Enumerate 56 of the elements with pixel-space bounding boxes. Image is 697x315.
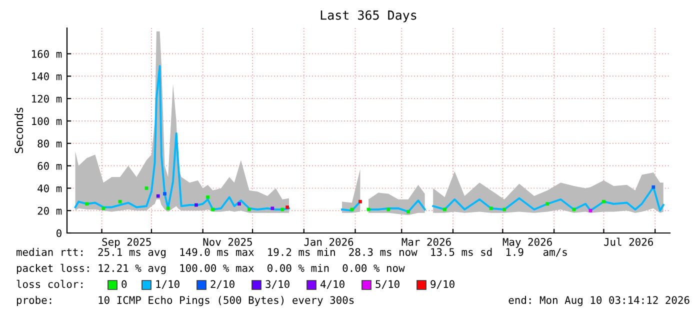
point: [406, 210, 410, 214]
point: [270, 206, 274, 210]
y-tick-label: 120 m: [32, 94, 62, 103]
point: [163, 192, 166, 196]
text: median rtt: 25.1 ms avg 149.0 ms max 19.2 ms min 28.3 ms now 13.5 ms sd 1.9 am/s: [16, 248, 567, 258]
legend-label: 3/10: [266, 280, 290, 289]
legend-label: 2/10: [210, 280, 234, 289]
point: [502, 208, 506, 212]
y-tick-label: 160 m: [32, 50, 62, 58]
point: [194, 203, 198, 207]
x-tick-label: Mar 2026: [402, 238, 451, 246]
text: probe: 10 ICMP Echo Pings (500 Bytes) every 300s: [16, 296, 354, 306]
legend-label: 5/10: [376, 280, 400, 289]
point: [572, 208, 576, 212]
text: packet loss: 12.21 % avg 100.00 % max 0.00 % min 0.00 % now: [16, 264, 405, 274]
point: [286, 206, 290, 209]
x-tick-label: Jul 2026: [604, 238, 653, 246]
y-axis-title: Seconds: [14, 108, 24, 154]
point: [102, 206, 106, 210]
point: [144, 186, 148, 190]
point: [652, 185, 656, 189]
y-tick-label: 60 m: [38, 162, 62, 170]
point: [166, 206, 170, 210]
legend-label: 9/10: [430, 280, 454, 289]
text: end: Mon Aug 10 03:14:12 2026: [508, 296, 690, 306]
point: [118, 200, 122, 204]
point: [350, 208, 354, 212]
point: [386, 208, 390, 212]
point: [206, 195, 210, 199]
y-tick-label: 140 m: [32, 72, 62, 80]
x-tick-label: Sep 2025: [102, 238, 151, 248]
legend-label: 0: [122, 280, 127, 288]
chart-title: Last 365 Days: [320, 10, 416, 22]
y-tick-label: 100 m: [32, 117, 62, 126]
x-tick-label: Nov 2025: [203, 238, 252, 246]
y-tick-label: 20 m: [38, 206, 62, 215]
text: loss color:: [16, 280, 82, 288]
point: [211, 208, 214, 212]
point: [280, 208, 284, 212]
x-tick-label: Jan 2026: [304, 238, 354, 246]
legend-label: 1/10: [156, 280, 180, 289]
y-tick-label: 40 m: [38, 184, 62, 192]
point: [489, 206, 493, 210]
point: [85, 202, 89, 206]
point: [588, 208, 592, 212]
x-tick-label: May 2026: [502, 238, 552, 248]
point: [546, 202, 550, 206]
point: [238, 202, 241, 206]
point: [602, 200, 606, 204]
y-tick-label: 0: [56, 229, 62, 238]
y-tick-label: 80 m: [38, 140, 62, 148]
point: [248, 208, 251, 212]
point: [156, 194, 160, 198]
point: [358, 200, 362, 204]
point: [443, 208, 446, 212]
legend-label: 4/10: [320, 280, 344, 289]
